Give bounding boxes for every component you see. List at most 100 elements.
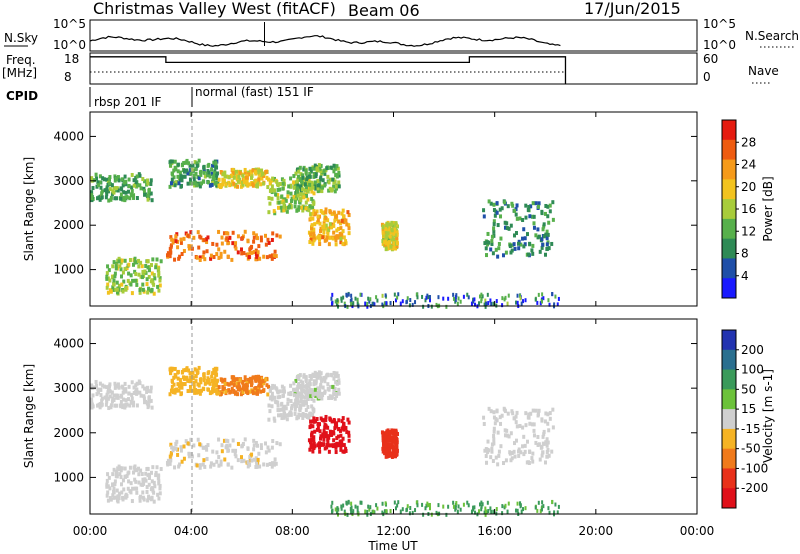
power-cell [401, 299, 404, 304]
power-cell [150, 198, 154, 203]
colorbar-tick-label: -200 [741, 481, 768, 495]
power-cell [501, 296, 504, 301]
velocity-cell [517, 449, 521, 454]
power-cell [364, 301, 367, 306]
power-cell [322, 223, 326, 228]
power-cell [98, 197, 102, 202]
velocity-cell [282, 386, 286, 391]
power-cell [97, 195, 101, 200]
power-cell [253, 182, 257, 187]
freq-trace [90, 56, 567, 84]
velocity-cell [381, 446, 385, 451]
power-cell [227, 180, 231, 185]
velocity-cell [238, 378, 242, 383]
velocity-cell [137, 472, 141, 477]
velocity-cell [307, 381, 311, 386]
power-cell [531, 251, 535, 256]
velocity-cell [338, 428, 342, 433]
velocity-cell [501, 511, 504, 516]
power-cell [510, 248, 514, 253]
velocity-cell [127, 470, 131, 475]
power-cell [106, 276, 110, 281]
power-cell [316, 183, 320, 188]
velocity-cell [179, 448, 183, 453]
velocity-cell [209, 464, 213, 469]
velocity-cell [150, 496, 154, 501]
power-cell [331, 177, 335, 182]
power-cell [445, 304, 448, 309]
power-cell [171, 172, 175, 177]
power-cell [174, 239, 178, 244]
power-cell [312, 174, 316, 179]
power-cell [415, 292, 418, 297]
velocity-cell [156, 492, 160, 497]
velocity-cell [101, 383, 105, 388]
velocity-cell [500, 413, 504, 418]
power-cell [214, 161, 218, 166]
velocity-cell [384, 443, 388, 448]
velocity-cell [131, 470, 135, 475]
power-cell [266, 237, 270, 242]
velocity-cell [504, 458, 508, 463]
velocity-cell [338, 439, 342, 444]
power-cell [333, 166, 337, 171]
power-cell [484, 304, 487, 309]
power-cell [539, 301, 542, 306]
velocity-cell [252, 438, 256, 443]
velocity-cell [387, 435, 391, 440]
power-cell [90, 196, 94, 201]
velocity-cell [242, 383, 246, 388]
freq-ytick-bottom: 8 [64, 70, 72, 84]
power-cell [437, 295, 440, 300]
colorbar-tick-label: 20 [741, 180, 756, 194]
power-cell [384, 235, 388, 240]
power-cell [343, 301, 346, 306]
power-cell [236, 184, 240, 189]
power-cell [231, 241, 235, 246]
velocity-cell [314, 381, 318, 386]
power-cell [519, 296, 522, 301]
velocity-cell [490, 442, 494, 447]
power-cell [391, 221, 395, 226]
colorbar-tick-label: 8 [741, 247, 749, 261]
velocity-cell [321, 442, 325, 447]
velocity-cell [459, 507, 462, 512]
power-cell [515, 203, 519, 208]
power-cell [141, 177, 145, 182]
power-cell [140, 275, 144, 280]
power-cell [221, 177, 225, 182]
velocity-cell [548, 510, 551, 515]
velocity-cell [195, 371, 199, 376]
velocity-cell [305, 382, 309, 387]
velocity-cell [147, 476, 151, 481]
velocity-cell [513, 416, 517, 421]
power-cell [137, 264, 141, 269]
velocity-cell [208, 391, 212, 396]
power-cell [170, 177, 174, 182]
power-cell [309, 232, 313, 237]
power-cell [536, 204, 540, 209]
power-cell [317, 163, 321, 168]
power-cell [262, 254, 266, 259]
power-cell [236, 250, 240, 255]
velocity-cell [168, 392, 172, 397]
velocity-cell [285, 417, 289, 422]
power-cell [108, 181, 112, 186]
velocity-cell [309, 433, 313, 438]
chart-title: Christmas Valley West (fitACF) [93, 0, 336, 18]
power-cell [170, 237, 174, 242]
velocity-cell [519, 504, 522, 509]
power-cell [168, 184, 172, 189]
power-cell [112, 186, 116, 191]
velocity-cell [114, 383, 118, 388]
velocity-cell [178, 377, 182, 382]
power-cell [538, 249, 542, 254]
power-cell [133, 269, 137, 274]
velocity-cell [112, 486, 116, 491]
velocity-cell [489, 409, 493, 414]
power-cell [192, 177, 196, 182]
power-cell [169, 235, 173, 240]
power-cell [442, 296, 445, 301]
velocity-cell [372, 509, 375, 514]
power-cell [305, 175, 309, 180]
